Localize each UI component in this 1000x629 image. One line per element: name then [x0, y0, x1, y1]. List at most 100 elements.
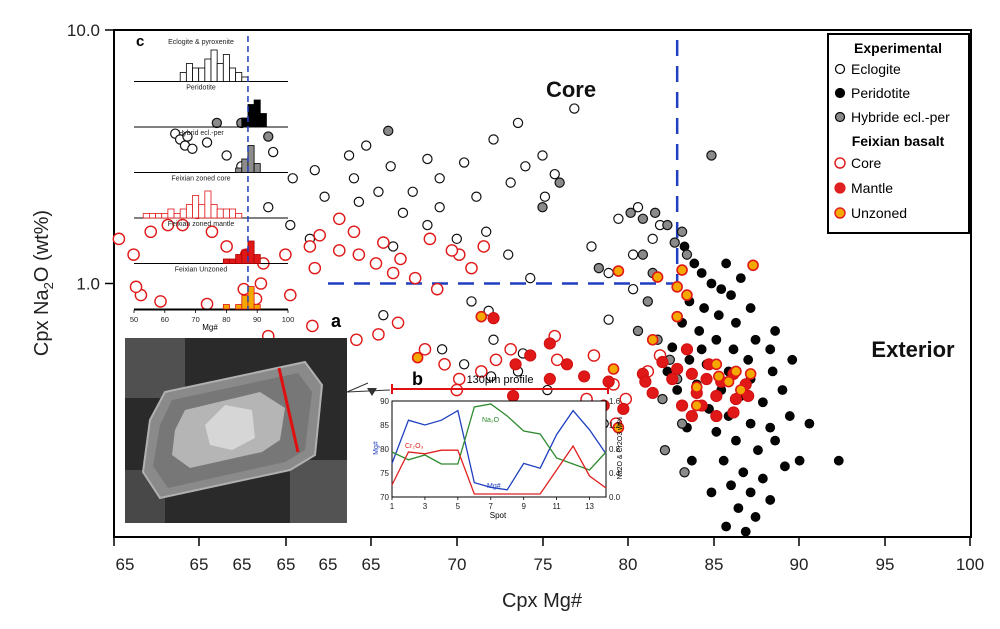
data-point: [680, 343, 694, 356]
series-eclogite: [170, 103, 666, 429]
profile-series-line: [391, 403, 607, 471]
data-point: [777, 385, 788, 395]
data-point: [745, 418, 756, 429]
data-point: [550, 353, 564, 367]
inset-c-histograms: c Eclogite & pyroxenite Peridotite Hybrid …: [130, 33, 294, 332]
histogram-bar: [185, 63, 193, 82]
histogram-bar: [247, 104, 255, 128]
data-point: [452, 372, 466, 386]
data-point: [542, 384, 553, 396]
legend-label-peridotite: Peridotite: [851, 85, 910, 101]
inset-b-series-label-cr2o3: Cr₂O₃: [405, 443, 424, 450]
data-point: [319, 191, 330, 202]
histogram-panel: Peridotite: [134, 85, 288, 128]
inset-c-panels: Eclogite & pyroxenite Peridotite Hybrid ec…: [134, 39, 288, 310]
data-point: [422, 153, 433, 165]
data-point: [182, 131, 193, 142]
data-point: [263, 201, 274, 213]
data-point: [706, 278, 717, 289]
data-point: [710, 358, 723, 371]
data-point: [378, 309, 389, 321]
histogram-bar: [192, 195, 200, 219]
histogram-bar: [241, 249, 249, 264]
inset-b-lines: [391, 403, 607, 495]
data-point: [353, 196, 365, 208]
data-point: [187, 143, 198, 154]
histogram-bar: [235, 304, 243, 310]
data-point: [613, 213, 624, 224]
data-point: [287, 173, 298, 184]
data-point: [757, 473, 768, 484]
histogram-bar: [241, 295, 249, 310]
data-point: [450, 383, 464, 397]
data-point: [684, 354, 695, 365]
data-point: [372, 328, 385, 341]
data-point: [726, 290, 736, 300]
histogram-bar: [247, 145, 255, 173]
histogram-bar: [222, 54, 230, 82]
data-point: [423, 232, 437, 246]
data-point: [211, 117, 223, 129]
histogram-bar: [235, 72, 243, 82]
data-point: [154, 295, 167, 308]
data-point: [578, 370, 591, 383]
inset-b-x-tick-label: 13: [585, 502, 594, 511]
data-point: [694, 326, 705, 336]
data-point: [485, 371, 497, 382]
data-point: [418, 343, 432, 356]
data-point: [385, 161, 396, 172]
data-point: [488, 134, 499, 145]
data-point: [279, 248, 292, 261]
data-point: [686, 455, 697, 466]
y-axis-label: Cpx Na2O (wt%): [31, 210, 56, 356]
data-point: [377, 236, 390, 249]
data-point: [729, 392, 743, 406]
data-point: [488, 334, 499, 345]
histogram-bar: [253, 99, 261, 128]
legend-label-hybride: Hybride ecl.-per: [851, 109, 950, 125]
data-point: [308, 261, 322, 275]
histogram-panel: Hybrid ecl.-per: [134, 130, 288, 173]
inset-b-x-tick-label: 5: [456, 502, 461, 511]
data-point: [438, 358, 451, 371]
x-axis-label: Cpx Mg#: [502, 590, 583, 612]
data-point: [503, 249, 514, 260]
data-point: [706, 150, 717, 161]
data-point: [649, 207, 661, 219]
pointer-arrow-icon: [367, 388, 377, 396]
data-point: [283, 288, 297, 302]
histogram-bar: [253, 254, 261, 264]
histogram-panel: Feixian Unzoned: [134, 267, 288, 310]
inset-b-x-tick-label: 1: [390, 502, 395, 511]
data-point: [711, 334, 722, 345]
histogram-bar: [155, 213, 163, 219]
histogram-bar: [253, 163, 261, 173]
data-point: [369, 257, 383, 270]
data-point: [539, 191, 551, 202]
data-point: [612, 421, 625, 434]
region-label-core: Core: [546, 77, 596, 102]
data-point: [681, 249, 693, 260]
data-point: [627, 249, 639, 260]
legend-label-mantle: Mantle: [851, 180, 893, 196]
inset-b-right-tick-label: 1.6: [609, 397, 621, 406]
histogram-bar: [241, 158, 249, 173]
data-point: [543, 372, 556, 386]
x-tick-label: 70: [448, 555, 467, 574]
profile-connector: [346, 382, 369, 393]
data-point: [387, 241, 399, 252]
inset-c-axis-ticks: 50 60 70 80 90 100: [130, 309, 294, 324]
data-point: [765, 344, 776, 355]
x-tick-label: 65: [116, 555, 135, 574]
data-point: [607, 363, 620, 375]
data-point: [713, 310, 724, 321]
legend-label-eclogite: Eclogite: [851, 61, 901, 77]
data-point: [477, 240, 491, 253]
bse-image-texture: [125, 338, 185, 398]
data-point: [675, 399, 689, 412]
legend-title-experimental: Experimental: [854, 40, 942, 56]
data-point: [348, 173, 360, 184]
histogram-bar: [235, 254, 243, 264]
data-point: [303, 240, 317, 253]
